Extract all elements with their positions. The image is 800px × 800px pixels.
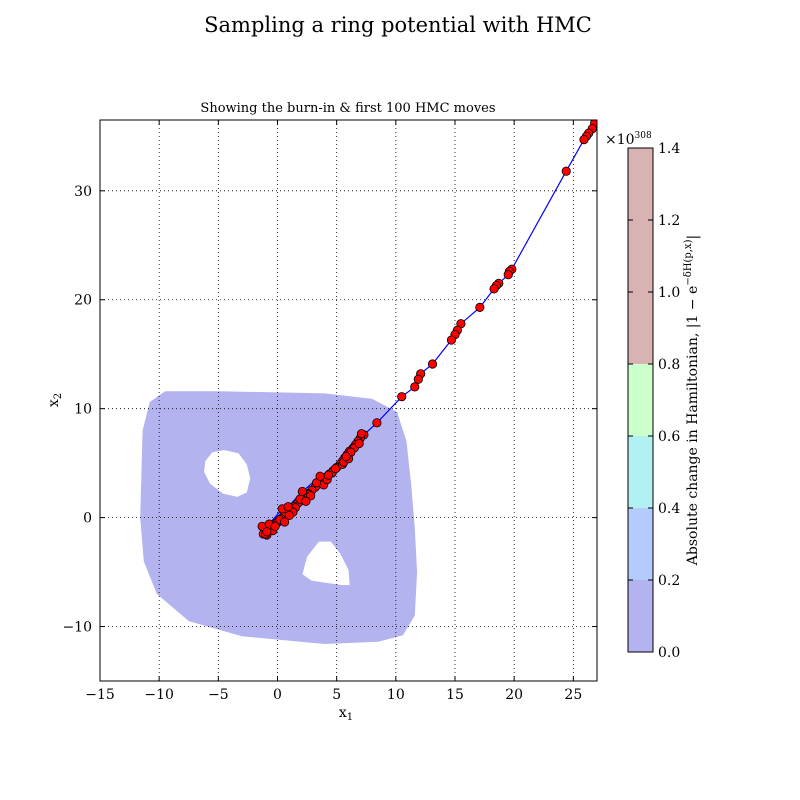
x-axis-label-main: x <box>339 705 347 721</box>
colorbar-tick-label: 0.6 <box>658 429 680 445</box>
colorbar-band <box>628 436 653 508</box>
sample-point <box>356 429 367 439</box>
sample-point <box>354 438 364 449</box>
sample-point <box>279 517 290 527</box>
sample-point <box>427 359 438 369</box>
y-axis-label-subscript: 2 <box>53 393 64 399</box>
y-tick-label: 10 <box>74 402 92 418</box>
sample-point <box>410 382 420 392</box>
sample-point <box>270 521 280 531</box>
y-tick-label: 0 <box>83 511 92 527</box>
colorbar-multiplier-base: ×10 <box>605 132 635 148</box>
x-tick-label: −10 <box>144 687 174 703</box>
x-tick-label: −15 <box>85 687 115 703</box>
x-axis-label-subscript: 1 <box>347 712 353 723</box>
sample-point <box>283 502 293 512</box>
x-axis-label: x1 <box>339 705 353 723</box>
y-axis-label-main: x <box>46 399 62 407</box>
colorbar-label: Absolute change in Hamiltonian, |1 − e−δ… <box>683 235 701 566</box>
colorbar-band <box>628 148 653 364</box>
sample-point <box>475 302 485 312</box>
x-tick-label: −5 <box>208 687 229 703</box>
sample-point <box>579 135 589 145</box>
colorbar-multiplier: ×10308 <box>605 131 652 148</box>
colorbar-tick-label: 1.0 <box>658 285 680 301</box>
y-tick-label: 20 <box>74 293 92 309</box>
y-axis-label: x2 <box>46 393 64 407</box>
sample-point <box>323 470 333 480</box>
sample-point <box>284 510 294 521</box>
colorbar-tick-label: 0.4 <box>658 501 680 517</box>
sample-point <box>503 270 513 280</box>
x-tick-label: 15 <box>446 687 464 703</box>
colorbar-tick-label: 0.8 <box>658 357 680 373</box>
figure-title: Sampling a ring potential with HMC <box>204 13 592 37</box>
colorbar-frame <box>627 147 654 653</box>
colorbar-band <box>628 580 653 652</box>
colorbar-tick-label: 0.0 <box>658 645 680 661</box>
x-tick-label: 10 <box>387 687 405 703</box>
plot-frame <box>99 119 598 682</box>
plot-title: Showing the burn-in & first 100 HMC move… <box>200 101 495 116</box>
colorbar-tick-label: 1.4 <box>658 141 680 157</box>
x-tick-label: 25 <box>564 687 582 703</box>
sample-point <box>397 392 407 402</box>
sample-point <box>301 496 311 506</box>
sample-point <box>330 463 341 474</box>
colorbar-band <box>628 508 653 580</box>
colorbar-tick-label: 1.2 <box>658 213 680 229</box>
sample-point <box>297 486 307 497</box>
x-tick-label: 0 <box>273 687 282 703</box>
colorbar-label-superscript: −δH(p,x) <box>683 239 694 285</box>
y-tick-label: 30 <box>74 184 92 200</box>
sample-point <box>413 374 423 384</box>
sample-point <box>315 471 325 481</box>
x-tick-label: 5 <box>332 687 341 703</box>
colorbar-label-end: | <box>685 235 701 240</box>
sample-point <box>489 284 499 294</box>
colorbar-tick-label: 0.2 <box>658 573 680 589</box>
plot-area: −15 −10 −5 0 5 10 15 20 25 −10 0 10 20 30 <box>62 119 598 703</box>
colorbar-band <box>628 364 653 436</box>
colorbar-multiplier-exponent: 308 <box>635 131 652 141</box>
colorbar: 0.0 0.2 0.4 0.6 0.8 1.0 1.2 1.4 ×10308 Absolute… <box>605 131 701 661</box>
sample-point <box>446 335 457 345</box>
sample-point <box>372 418 382 428</box>
sample-point <box>561 166 571 176</box>
x-tick-label: 20 <box>505 687 523 703</box>
colorbar-label-main: Absolute change in Hamiltonian, |1 − e <box>685 286 701 567</box>
sample-point <box>262 527 272 537</box>
y-tick-label: −10 <box>62 620 92 636</box>
sample-point <box>341 451 351 462</box>
